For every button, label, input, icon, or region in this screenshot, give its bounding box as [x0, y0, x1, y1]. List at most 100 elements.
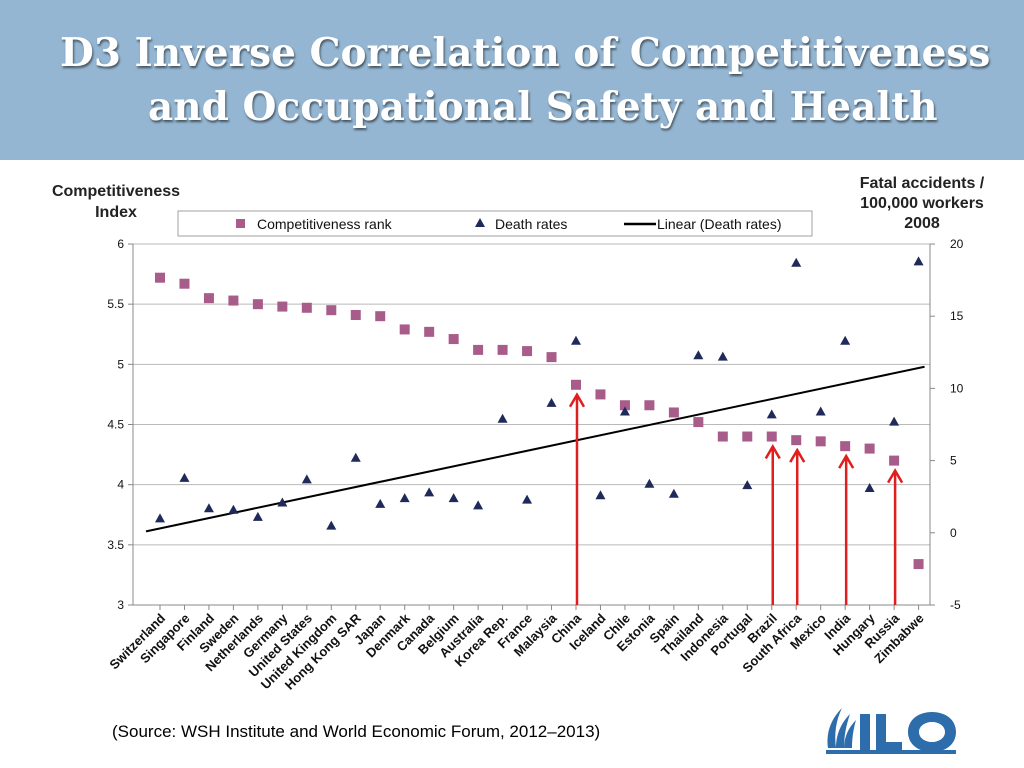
- title-banner: D3 Inverse Correlation of Competitivenes…: [0, 0, 1024, 160]
- death-rate-point: [644, 478, 655, 488]
- linear-trendline: [145, 365, 925, 533]
- legend-label-death-rates: Death rates: [495, 216, 567, 232]
- death-rate-point: [913, 256, 924, 266]
- competitiveness-point: [522, 346, 533, 357]
- left-axis-title-line: Index: [95, 204, 137, 221]
- competitiveness-point: [889, 455, 900, 466]
- competitiveness-point: [815, 436, 826, 447]
- death-rate-point: [448, 493, 459, 503]
- right-tick-label: -5: [950, 598, 961, 612]
- slide-title-line-2: and Occupational Safety and Health: [148, 84, 938, 130]
- competitiveness-point: [644, 400, 655, 411]
- competitiveness-point: [228, 295, 239, 306]
- competitiveness-point: [203, 293, 214, 304]
- death-rate-point: [179, 472, 190, 482]
- axes: 3 3.5 4 4.5 5 5.5 6 -5 0 5 10 15 20: [107, 237, 963, 612]
- competitiveness-point: [570, 379, 581, 390]
- left-tick-label: 5.5: [107, 297, 124, 311]
- death-rate-point: [326, 520, 337, 530]
- death-rate-point: [522, 494, 533, 504]
- left-axis-title-line: Competitiveness: [52, 183, 180, 200]
- death-rate-point: [742, 480, 753, 490]
- annotation-arrow: [568, 392, 586, 605]
- competitiveness-point: [840, 441, 851, 452]
- competitiveness-chart: 3 3.5 4 4.5 5 5.5 6 -5 0 5 10 15 20 Competitiveness I…: [52, 175, 985, 693]
- death-rate-point: [375, 498, 386, 508]
- right-tick-label: 5: [950, 454, 957, 468]
- competitiveness-point: [668, 407, 679, 418]
- death-rate-point: [473, 500, 484, 510]
- right-tick-label: 10: [950, 381, 964, 395]
- competitiveness-point: [448, 334, 459, 345]
- left-tick-label: 5: [117, 357, 124, 371]
- competitiveness-point: [155, 272, 165, 283]
- competitiveness-point: [473, 344, 484, 355]
- right-tick-label: 0: [950, 526, 957, 540]
- annotation-arrow: [887, 468, 904, 605]
- death-rate-point: [570, 335, 581, 345]
- competitiveness-point: [350, 309, 361, 320]
- legend-square-marker: [236, 219, 245, 228]
- left-tick-label: 4.5: [107, 418, 124, 432]
- annotation-arrow: [764, 444, 781, 605]
- annotation-arrow: [789, 447, 806, 605]
- death-rate-point: [717, 351, 728, 361]
- ilo-logo-icon: [826, 708, 956, 754]
- left-tick-label: 4: [117, 478, 124, 492]
- competitiveness-point: [252, 299, 263, 310]
- competitiveness-point: [497, 344, 508, 355]
- competitiveness-point: [742, 431, 753, 442]
- x-tick-labels: SwitzerlandSingaporeFinlandSwedenNetherl…: [106, 610, 926, 693]
- competitiveness-point: [766, 431, 777, 442]
- competitiveness-point: [717, 431, 728, 442]
- right-axis-title: Fatal accidents / 100,000 workers 2008: [860, 175, 985, 232]
- death-rate-point: [497, 413, 508, 423]
- death-rate-point: [864, 483, 875, 493]
- competitiveness-point: [399, 324, 410, 335]
- gridlines: [133, 243, 930, 546]
- source-caption: (Source: WSH Institute and World Economi…: [112, 722, 601, 741]
- death-rate-point: [424, 487, 435, 497]
- death-rate-point: [228, 504, 239, 514]
- legend-triangle-marker: [475, 218, 485, 227]
- left-tick-label: 3.5: [107, 538, 124, 552]
- death-rate-point: [766, 409, 777, 419]
- death-rate-point: [277, 497, 288, 507]
- competitiveness-point: [179, 278, 190, 289]
- death-rate-point: [203, 503, 214, 513]
- legend-label-linear: Linear (Death rates): [657, 216, 782, 232]
- competitiveness-point: [693, 417, 704, 428]
- left-tick-label: 3: [117, 598, 124, 612]
- competitiveness-point: [326, 305, 337, 316]
- competitiveness-point: [913, 559, 924, 570]
- competitiveness-point: [375, 311, 386, 322]
- legend: Competitiveness rank Death rates Linear (D…: [177, 210, 813, 237]
- competitiveness-point: [619, 400, 630, 411]
- right-axis-title-line: Fatal accidents /: [860, 175, 985, 192]
- death-rate-point: [546, 397, 557, 407]
- trendline-group: [145, 365, 925, 533]
- slide-title-line-1: D3 Inverse Correlation of Competitivenes…: [60, 30, 991, 76]
- death-rate-point: [350, 452, 361, 462]
- right-axis-title-line: 100,000 workers: [860, 195, 984, 212]
- competitiveness-point: [791, 435, 802, 446]
- data-points: [155, 256, 924, 570]
- annotation-arrows: [568, 392, 904, 605]
- death-rate-point: [301, 474, 312, 484]
- competitiveness-point: [864, 443, 875, 454]
- death-rate-point: [815, 406, 826, 416]
- death-rate-point: [399, 493, 410, 503]
- competitiveness-point: [301, 302, 312, 313]
- legend-box: [177, 210, 813, 237]
- competitiveness-point: [424, 326, 435, 337]
- death-rate-point: [252, 511, 263, 521]
- death-rate-point: [840, 335, 851, 345]
- competitiveness-point: [595, 389, 606, 400]
- competitiveness-point: [277, 301, 288, 312]
- death-rate-point: [668, 488, 679, 498]
- left-tick-label: 6: [117, 237, 124, 251]
- right-tick-label: 15: [950, 309, 964, 323]
- left-axis-title: Competitiveness Index: [52, 183, 180, 221]
- right-axis-title-line: 2008: [904, 215, 940, 232]
- competitiveness-point: [546, 352, 557, 363]
